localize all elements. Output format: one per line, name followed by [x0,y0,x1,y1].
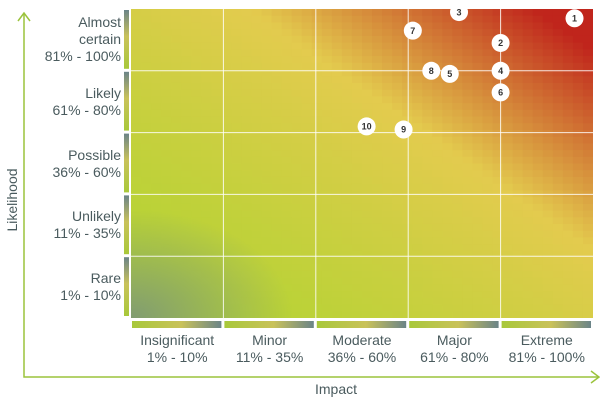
x-axis-title: Impact [314,381,358,397]
y-tick-label: Almost certain 81% - 100% [1,14,121,65]
risk-point-marker [450,3,469,22]
risk-point-marker [491,83,510,102]
risk-point-marker [357,117,376,136]
risk-point-7: 7 [403,21,422,40]
y-tick-bar [124,195,129,255]
risk-point-marker [565,9,584,28]
risk-point-label: 2 [498,38,503,48]
risk-point-label: 9 [401,125,406,135]
risk-point-1: 1 [565,9,584,28]
x-tick-label-line: Major [436,332,472,348]
x-tick-label-line: 1% - 10% [146,349,208,365]
risk-point-label: 8 [429,66,434,76]
y-tick-label-line: 81% - 100% [44,48,121,65]
y-tick-bar [124,10,129,69]
risk-point-6: 6 [491,83,510,102]
y-tick-bar [124,257,129,316]
axis-lines [23,14,598,378]
y-tick-label: Unlikely 11% - 35% [1,208,121,242]
x-tick-label: Minor 11% - 35% [223,332,315,366]
y-axis-tick-bars [124,10,129,316]
y-axis-arrow-icon [17,11,31,22]
x-tick-bar [409,321,499,328]
y-tick-label: Likely 61% - 80% [1,85,121,119]
risk-point-marker [422,61,441,80]
x-tick-label-line: Extreme [520,332,573,348]
risk-point-9: 9 [394,120,413,139]
x-tick-label-line: 36% - 60% [327,349,397,365]
x-tick-bar [501,321,591,328]
risk-points: 1 2 3 4 5 6 7 8 9 10 [357,3,584,139]
risk-point-label: 6 [498,88,503,98]
y-tick-label-line: 61% - 80% [52,101,121,118]
x-tick-label-line: 61% - 80% [420,349,489,365]
risk-point-label: 1 [572,13,577,23]
risk-point-label: 5 [447,69,452,79]
x-tick-bar [316,321,407,328]
y-tick-label-line: Likely [85,84,121,101]
x-tick-label-line: Moderate [332,332,392,348]
risk-heatmap [131,9,593,318]
risk-point-marker [440,64,459,83]
x-tick-label-line: Insignificant [140,332,215,348]
risk-point-8: 8 [422,61,441,80]
y-tick-label-line: certain [78,31,121,48]
risk-point-marker [394,120,413,139]
y-tick-bar [124,71,129,131]
y-tick-label: Rare 1% - 10% [1,270,121,304]
y-tick-label-line: 11% - 35% [53,225,121,242]
risk-point-5: 5 [440,64,459,83]
risk-point-label: 10 [362,122,372,132]
risk-point-marker [491,61,510,80]
grid-lines [131,9,593,318]
y-tick-label-line: 1% - 10% [60,287,121,304]
risk-point-marker [491,33,510,52]
x-axis-tick-bars [132,321,591,328]
x-tick-label: Extreme 81% - 100% [501,332,593,366]
x-tick-label-line: 81% - 100% [508,349,585,365]
x-tick-label: Major 61% - 80% [408,332,500,366]
x-tick-label: Moderate 36% - 60% [316,332,408,366]
y-tick-label-line: Rare [90,270,121,287]
risk-point-label: 4 [498,66,503,76]
risk-point-2: 2 [491,33,510,52]
x-tick-bar [132,321,222,328]
y-tick-label-line: 36% - 60% [52,163,121,180]
y-tick-label-line: Almost [78,14,121,31]
y-tick-bar [124,133,129,193]
risk-point-label: 7 [410,26,415,36]
y-tick-label: Possible 36% - 60% [1,147,121,181]
x-tick-label-line: 11% - 35% [235,349,304,365]
x-tick-label: Insignificant 1% - 10% [131,332,223,366]
x-tick-bar [224,321,314,328]
risk-point-3: 3 [450,3,469,22]
x-axis-arrow-icon [590,370,600,384]
y-tick-label-line: Possible [68,146,121,163]
y-tick-label-line: Unlikely [71,208,121,225]
risk-point-4: 4 [491,61,510,80]
x-tick-label-line: Minor [252,332,288,348]
risk-point-10: 10 [357,117,376,136]
risk-point-marker [403,21,422,40]
risk-point-label: 3 [457,7,462,17]
